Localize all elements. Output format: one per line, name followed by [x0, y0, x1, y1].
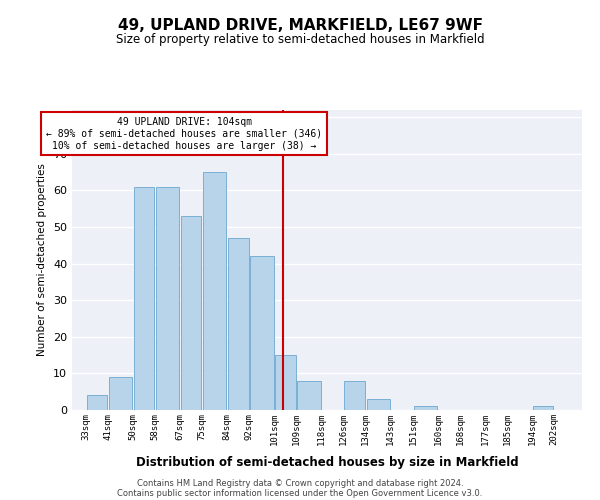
Text: Contains public sector information licensed under the Open Government Licence v3: Contains public sector information licen… — [118, 488, 482, 498]
Bar — [86, 396, 107, 410]
Text: 49 UPLAND DRIVE: 104sqm
← 89% of semi-detached houses are smaller (346)
10% of s: 49 UPLAND DRIVE: 104sqm ← 89% of semi-de… — [46, 118, 322, 150]
Bar — [109, 377, 132, 410]
Bar — [533, 406, 553, 410]
Bar — [134, 187, 154, 410]
Text: 49, UPLAND DRIVE, MARKFIELD, LE67 9WF: 49, UPLAND DRIVE, MARKFIELD, LE67 9WF — [118, 18, 482, 32]
Text: Size of property relative to semi-detached houses in Markfield: Size of property relative to semi-detach… — [116, 32, 484, 46]
Bar — [414, 406, 437, 410]
X-axis label: Distribution of semi-detached houses by size in Markfield: Distribution of semi-detached houses by … — [136, 456, 518, 469]
Bar — [228, 238, 248, 410]
Bar — [250, 256, 274, 410]
Bar — [275, 355, 296, 410]
Bar — [367, 399, 390, 410]
Y-axis label: Number of semi-detached properties: Number of semi-detached properties — [37, 164, 47, 356]
Bar — [203, 172, 226, 410]
Bar — [181, 216, 202, 410]
Bar — [298, 380, 320, 410]
Text: Contains HM Land Registry data © Crown copyright and database right 2024.: Contains HM Land Registry data © Crown c… — [137, 478, 463, 488]
Bar — [344, 380, 365, 410]
Bar — [156, 187, 179, 410]
